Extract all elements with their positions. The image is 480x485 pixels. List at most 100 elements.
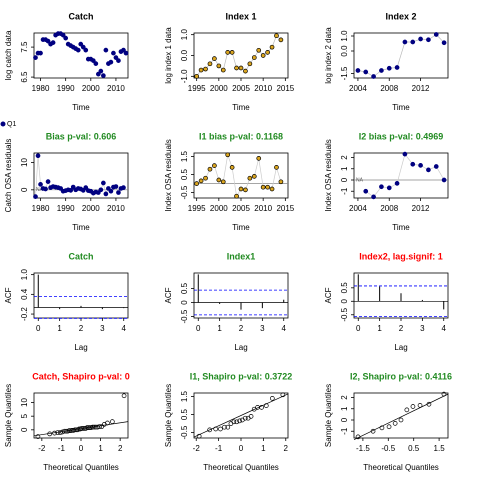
- panel-title: Index 2: [385, 11, 416, 21]
- x-tick-label: 2004: [349, 204, 367, 213]
- y-axis-label: ACF: [164, 287, 173, 303]
- point: [256, 47, 262, 53]
- point: [78, 41, 84, 47]
- point: [38, 50, 43, 56]
- point: [402, 151, 408, 157]
- y-tick-label: 0.0: [340, 45, 349, 57]
- y-tick-label: 1: [340, 406, 349, 411]
- point: [398, 417, 404, 423]
- y-tick-label: -1: [340, 187, 349, 195]
- point: [103, 47, 109, 53]
- point: [33, 55, 38, 60]
- panel-title: Index2, lag.signif: 1: [359, 251, 443, 261]
- point: [269, 186, 275, 192]
- x-axis-label: Time: [232, 223, 250, 232]
- y-axis-label: Sample Quantiles: [164, 384, 173, 447]
- point: [269, 396, 275, 401]
- point: [386, 424, 392, 430]
- panel-title: Bias p-val: 0.606: [46, 131, 117, 141]
- point: [278, 179, 284, 185]
- point: [370, 428, 376, 434]
- point: [417, 403, 423, 408]
- point: [238, 65, 244, 71]
- point: [225, 424, 231, 430]
- x-tick-label: 1.5: [434, 444, 446, 453]
- point: [123, 50, 129, 56]
- point: [426, 167, 431, 173]
- y-tick-label: 1: [340, 166, 349, 171]
- point: [86, 425, 91, 430]
- y-tick-label: 2: [340, 395, 349, 400]
- y-tick-label: 1.5: [180, 150, 189, 162]
- series-line: [365, 153, 445, 198]
- y-tick-label: -1: [340, 427, 349, 435]
- point: [426, 401, 432, 407]
- point: [402, 39, 408, 45]
- plot-frame: [353, 152, 449, 199]
- point: [278, 37, 284, 43]
- x-tick-label: 1: [57, 324, 62, 333]
- y-tick-label: 1.0: [180, 29, 189, 41]
- point: [274, 165, 279, 170]
- x-tick-label: 2010: [107, 84, 125, 93]
- y-tick-label: 0: [340, 417, 349, 422]
- point: [433, 32, 439, 37]
- point: [220, 179, 226, 185]
- point: [386, 65, 392, 71]
- point: [229, 165, 235, 170]
- point: [198, 178, 204, 184]
- x-tick-label: -2: [193, 444, 201, 453]
- y-tick-label: 0: [340, 177, 349, 182]
- point: [57, 430, 63, 435]
- legend-label: Q1: [7, 121, 16, 128]
- point: [379, 425, 385, 431]
- y-tick-label: 0: [20, 427, 29, 432]
- x-tick-label: 3: [420, 324, 425, 333]
- point: [116, 190, 121, 195]
- point: [113, 184, 119, 189]
- x-axis-label: Time: [392, 103, 410, 112]
- series-line: [196, 35, 282, 77]
- point: [45, 179, 51, 184]
- point: [38, 182, 43, 187]
- point: [263, 403, 269, 408]
- x-tick-label: 1: [217, 324, 222, 333]
- plot-frame: [193, 32, 289, 79]
- y-tick-label: 0.5: [180, 168, 189, 180]
- point: [98, 187, 104, 193]
- x-tick-label: 2000: [82, 204, 100, 213]
- y-tick-label: 1.0: [20, 269, 29, 281]
- point: [260, 184, 266, 190]
- point: [363, 188, 369, 194]
- x-axis-label: Time: [72, 103, 90, 112]
- y-tick-label: 0.0: [180, 49, 189, 61]
- point: [98, 68, 104, 74]
- x-tick-label: 2010: [107, 204, 125, 213]
- point: [109, 419, 115, 424]
- point: [355, 434, 361, 440]
- point: [441, 177, 447, 183]
- y-axis-label: Sample Quantiles: [4, 384, 13, 447]
- y-tick-label: -0.5: [340, 307, 349, 321]
- point: [212, 163, 217, 168]
- y-tick-label: 1.5: [180, 390, 189, 402]
- y-tick-label: -0.5: [180, 309, 189, 323]
- x-tick-label: 4: [122, 324, 127, 333]
- x-tick-label: 1: [261, 444, 266, 453]
- x-tick-label: 1995: [188, 84, 206, 93]
- point: [247, 175, 253, 181]
- y-tick-label: 2: [340, 155, 349, 160]
- point: [265, 50, 270, 55]
- x-tick-label: 2: [79, 324, 84, 333]
- panel-title: I1, Shapiro p-val: 0.3722: [190, 371, 293, 381]
- point: [222, 424, 227, 430]
- panel-title: I2 bias p-val: 0.4969: [359, 131, 444, 141]
- point: [238, 186, 244, 192]
- x-tick-label: 2015: [276, 84, 294, 93]
- x-tick-label: 4: [442, 324, 447, 333]
- point: [418, 163, 423, 168]
- y-tick-label: 1.0: [340, 30, 349, 42]
- point: [243, 187, 248, 193]
- panel-title: Catch, Shapiro p-val: 0: [32, 371, 130, 381]
